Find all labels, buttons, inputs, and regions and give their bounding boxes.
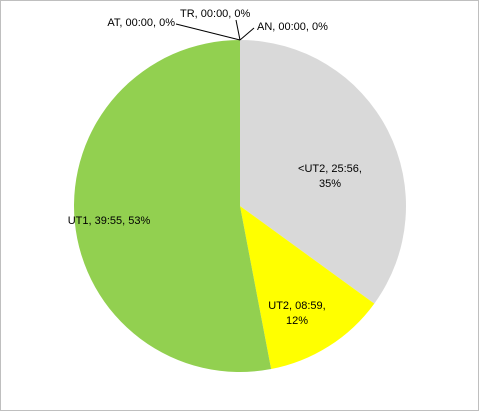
data-label: <UT2, 25:56, 35% [298,163,362,190]
leader-line [239,27,255,41]
pie-slice [240,206,375,370]
leader-line [175,23,241,41]
pie-slice [74,40,272,372]
pie-slice [240,40,406,304]
leader-line [235,19,241,41]
data-label: TR, 00:00, 0% [180,8,251,20]
data-label: AT, 00:00, 0% [107,17,175,29]
data-label: UT1, 39:55, 53% [67,215,151,227]
data-label: AN, 00:00, 0% [257,21,328,33]
data-label: UT2, 08:59, 12% [268,300,326,327]
